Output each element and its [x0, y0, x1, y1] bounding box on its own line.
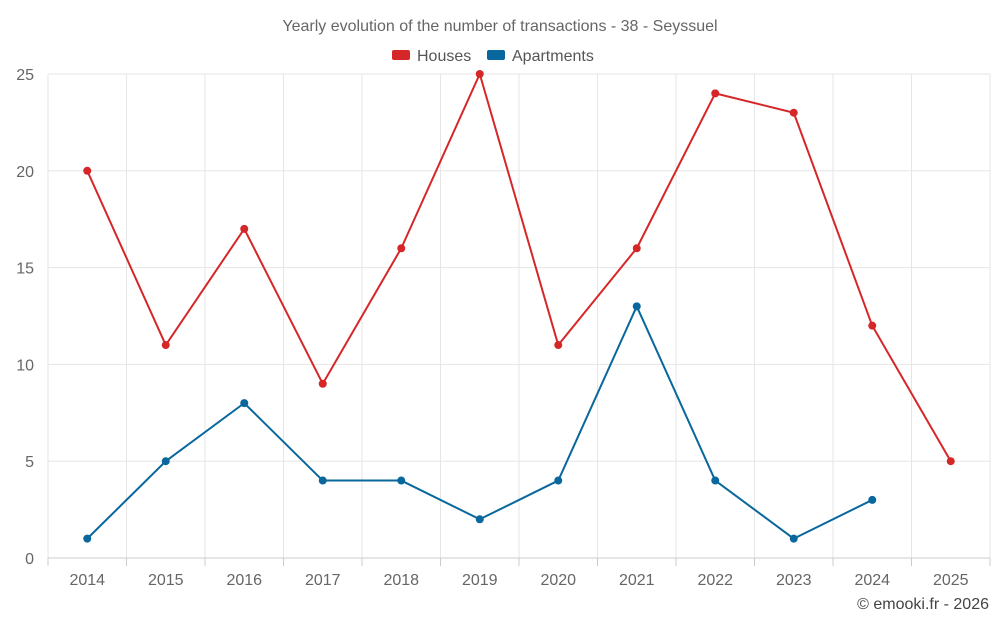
legend-label-apartments[interactable]: Apartments: [512, 48, 594, 65]
x-tick-label: 2023: [776, 572, 812, 589]
data-point-apartments[interactable]: [475, 515, 484, 524]
data-point-houses[interactable]: [240, 224, 249, 233]
x-tick-label: 2022: [697, 572, 733, 589]
x-tick-label: 2017: [305, 572, 341, 589]
legend-swatch-houses: [392, 50, 410, 60]
x-tick-label: 2019: [462, 572, 498, 589]
data-point-houses[interactable]: [475, 70, 484, 78]
legend[interactable]: Houses Apartments: [392, 48, 594, 65]
data-point-apartments[interactable]: [789, 534, 798, 543]
x-tick-label: 2015: [148, 572, 184, 589]
y-tick-label: 10: [16, 357, 34, 374]
data-point-apartments[interactable]: [632, 302, 641, 311]
data-point-apartments[interactable]: [868, 495, 877, 504]
series: [83, 70, 955, 543]
y-tick-label: 0: [25, 551, 34, 568]
data-point-houses[interactable]: [83, 166, 92, 175]
data-point-houses[interactable]: [868, 321, 877, 330]
data-point-apartments[interactable]: [83, 534, 92, 543]
y-tick-label: 20: [16, 164, 34, 181]
data-point-apartments[interactable]: [397, 476, 406, 485]
credit-text: © emooki.fr - 2026: [857, 596, 989, 613]
data-point-apartments[interactable]: [554, 476, 563, 485]
data-point-houses[interactable]: [397, 244, 406, 253]
grid: [47, 73, 991, 558]
x-tick-label: 2024: [854, 572, 890, 589]
data-point-apartments[interactable]: [161, 457, 170, 466]
x-tick-label: 2020: [540, 572, 576, 589]
x-tick-label: 2018: [383, 572, 419, 589]
data-point-houses[interactable]: [789, 108, 798, 117]
x-tick-label: 2016: [226, 572, 262, 589]
data-point-houses[interactable]: [318, 379, 327, 388]
data-point-houses[interactable]: [632, 244, 641, 253]
y-tick-label: 5: [25, 454, 34, 471]
x-tick-label: 2025: [933, 572, 969, 589]
data-point-houses[interactable]: [161, 341, 170, 350]
y-tick-label: 15: [16, 261, 34, 278]
data-point-apartments[interactable]: [711, 476, 720, 485]
data-point-houses[interactable]: [711, 89, 720, 98]
x-tick-label: 2014: [69, 572, 105, 589]
data-point-apartments[interactable]: [240, 399, 249, 408]
data-point-houses[interactable]: [554, 341, 563, 350]
legend-swatch-apartments: [487, 50, 505, 60]
x-tick-label: 2021: [619, 572, 655, 589]
legend-label-houses[interactable]: Houses: [417, 48, 471, 65]
y-tick-label: 25: [16, 67, 34, 84]
chart-title: Yearly evolution of the number of transa…: [282, 18, 717, 35]
data-point-apartments[interactable]: [318, 476, 327, 485]
series-line-houses: [86, 73, 952, 462]
data-point-houses[interactable]: [946, 457, 955, 466]
